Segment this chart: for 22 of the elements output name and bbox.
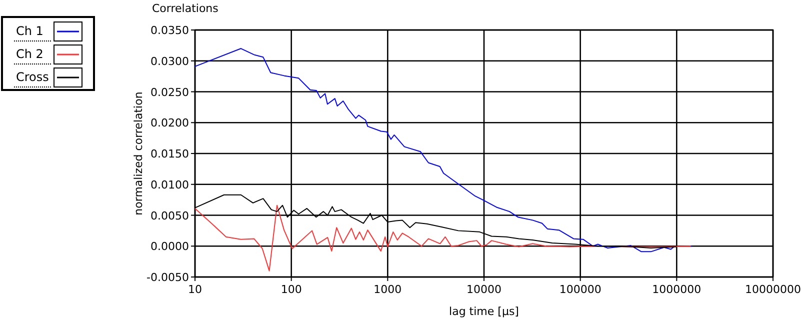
legend-label: Ch 2 (16, 47, 44, 61)
y-tick-label: 0.0150 (150, 148, 189, 160)
x-tick-label: 10 (188, 283, 202, 296)
x-tick-label: 1000000 (652, 283, 702, 296)
legend-label: Cross (16, 70, 49, 84)
y-tick-label: 0.0300 (150, 54, 189, 68)
legend-label: Ch 1 (16, 24, 44, 38)
x-tick-label: 100 (280, 283, 302, 296)
y-tick-label: 0.0000 (150, 240, 189, 254)
y-tick-label: 0.0100 (150, 178, 189, 192)
x-axis-title: lag time [µs] (449, 305, 519, 318)
y-tick-label: 0.0200 (150, 116, 189, 130)
x-tick-label: 10000000 (745, 283, 801, 296)
y-tick-label: 0.0350 (150, 24, 189, 37)
x-tick-label: 100000 (559, 283, 602, 296)
y-tick-label: 0.0250 (150, 86, 189, 99)
y-tick-label: -0.0050 (146, 271, 189, 284)
x-tick-label: 10000 (466, 283, 502, 296)
x-tick-label: 1000 (374, 283, 402, 296)
y-tick-label: 0.0050 (150, 209, 189, 222)
chart-title: Correlations (152, 2, 219, 15)
y-axis-title: normalized correlation (132, 92, 145, 216)
